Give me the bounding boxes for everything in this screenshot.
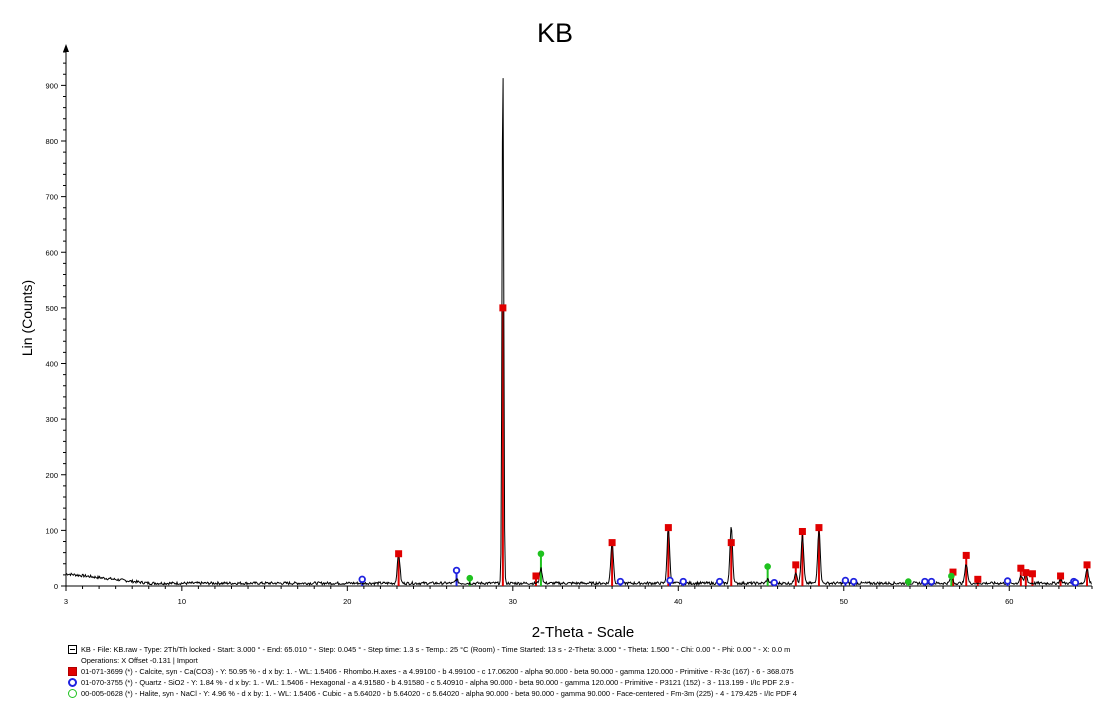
axes xyxy=(63,44,1092,587)
x-axis-label: 2-Theta - Scale xyxy=(532,624,635,640)
legend-scan-text: KB - File: KB.raw - Type: 2Th/Th locked … xyxy=(81,645,791,654)
y-tick-label: 800 xyxy=(45,137,58,146)
y-tick-label: 500 xyxy=(45,304,58,313)
quartz-marker xyxy=(1071,578,1080,587)
x-axis-ticks: 3 10 20 30 40 50 60 xyxy=(64,586,1093,606)
x-tick-label: 3 xyxy=(64,597,68,606)
quartz-marker xyxy=(850,577,858,586)
legend-halite-row: 00-005-0628 (*) - Halite, syn - NaCl - Y… xyxy=(68,688,1088,699)
xrd-chart: KB 0 100 200 300 400 500 600 700 800 900 3 10 20 30 4… xyxy=(19,18,1093,640)
x-tick-label: 40 xyxy=(674,597,682,606)
halite-marker xyxy=(948,572,955,580)
quartz-marker xyxy=(679,577,687,586)
calcite-marker xyxy=(1017,564,1025,572)
calcite-marker xyxy=(395,550,403,558)
calcite-marker xyxy=(664,524,672,532)
legend-halite-text: 00-005-0628 (*) - Halite, syn - NaCl - Y… xyxy=(81,689,797,698)
x-tick-label: 30 xyxy=(509,597,517,606)
calcite-marker xyxy=(499,304,507,312)
calcite-marker xyxy=(1057,572,1065,580)
y-tick-label: 100 xyxy=(45,526,58,535)
legend-calcite-text: 01-071-3699 (*) - Calcite, syn - Ca(CO3)… xyxy=(81,667,794,676)
scan-legend-icon xyxy=(68,645,77,654)
quartz-marker xyxy=(452,566,461,575)
calcite-marker xyxy=(727,539,735,547)
quartz-marker xyxy=(927,577,936,586)
y-tick-label: 0 xyxy=(54,582,58,591)
chart-title: KB xyxy=(537,18,573,48)
calcite-marker xyxy=(532,572,540,580)
calcite-marker xyxy=(1022,569,1030,577)
quartz-marker xyxy=(1003,577,1012,585)
calcite-square-icon xyxy=(68,667,77,676)
legend-operations-text: Operations: X Offset -0.131 | Import xyxy=(81,656,198,665)
halite-marker xyxy=(537,550,545,558)
x-tick-label: 10 xyxy=(178,597,186,606)
calcite-marker xyxy=(974,575,982,583)
calcite-marker xyxy=(949,568,957,576)
legend-quartz-text: 01-070-3755 (*) - Quartz - SiO2 - Y: 1.8… xyxy=(81,678,794,687)
y-tick-label: 300 xyxy=(45,415,58,424)
halite-marker xyxy=(466,574,474,582)
y-tick-label: 900 xyxy=(45,81,58,90)
y-tick-label: 600 xyxy=(45,248,58,257)
quartz-marker xyxy=(666,576,674,585)
calcite-marker xyxy=(1083,561,1091,569)
y-tick-label: 400 xyxy=(45,360,58,369)
halite-circle-icon xyxy=(68,689,77,698)
quartz-circle-icon xyxy=(68,678,77,687)
calcite-marker xyxy=(962,551,970,559)
x-tick-label: 60 xyxy=(1005,597,1013,606)
calcite-marker xyxy=(798,527,806,535)
quartz-marker xyxy=(921,577,929,586)
legend: KB - File: KB.raw - Type: 2Th/Th locked … xyxy=(68,644,1088,699)
y-axis-arrow xyxy=(63,44,69,52)
halite-marker xyxy=(764,563,771,570)
quartz-marker xyxy=(841,576,850,585)
legend-operations-row: Operations: X Offset -0.131 | Import xyxy=(68,655,1088,666)
y-axis-label: Lin (Counts) xyxy=(19,280,35,356)
quartz-marker xyxy=(616,577,625,586)
calcite-marker xyxy=(815,524,823,532)
quartz-marker xyxy=(770,578,778,587)
legend-scan-row: KB - File: KB.raw - Type: 2Th/Th locked … xyxy=(68,644,1088,655)
halite-marker xyxy=(905,578,912,585)
reference-markers xyxy=(358,304,1091,587)
calcite-marker xyxy=(792,561,800,569)
quartz-marker xyxy=(358,575,366,584)
reference-sticks xyxy=(361,307,1089,586)
y-tick-label: 700 xyxy=(45,193,58,202)
legend-calcite-row: 01-071-3699 (*) - Calcite, syn - Ca(CO3)… xyxy=(68,666,1088,677)
y-axis-ticks: 0 100 200 300 400 500 600 700 800 900 xyxy=(45,51,66,591)
calcite-marker xyxy=(1028,570,1036,578)
calcite-marker xyxy=(608,539,616,547)
x-tick-label: 20 xyxy=(343,597,351,606)
y-tick-label: 200 xyxy=(45,471,58,480)
quartz-marker xyxy=(715,577,724,586)
kb-pattern-line xyxy=(65,78,1092,587)
x-tick-label: 50 xyxy=(840,597,848,606)
legend-quartz-row: 01-070-3755 (*) - Quartz - SiO2 - Y: 1.8… xyxy=(68,677,1088,688)
